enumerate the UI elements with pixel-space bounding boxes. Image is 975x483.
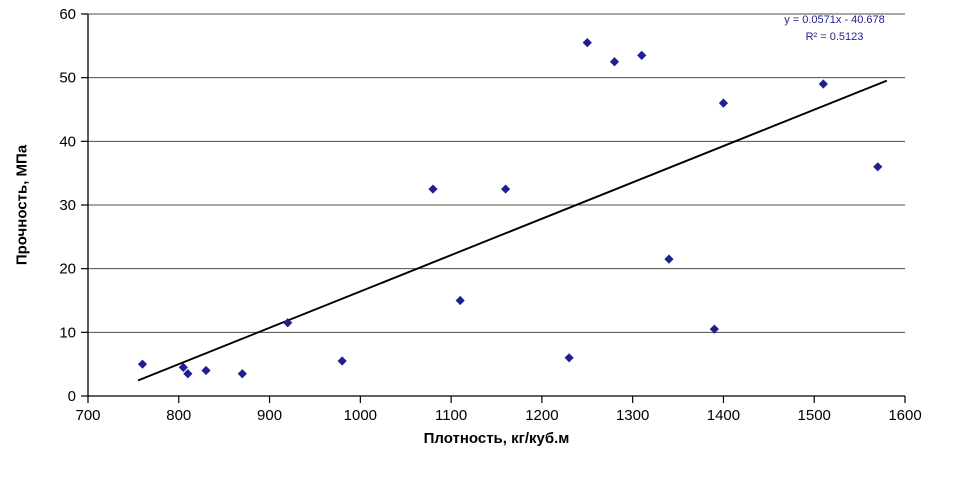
data-point-marker	[873, 162, 883, 172]
data-point-marker	[718, 98, 729, 108]
trendline-equation: y = 0.0571x - 40.678 R² = 0.5123	[742, 12, 927, 46]
y-axis-label-text: Прочность, МПа	[13, 144, 31, 266]
y-tick-label: 30	[59, 197, 76, 214]
data-point-marker	[455, 295, 465, 306]
x-tick-label: 1200	[525, 407, 558, 424]
y-tick-label: 0	[68, 388, 76, 405]
data-point-marker	[201, 365, 211, 376]
x-tick-label: 900	[257, 407, 282, 424]
data-point-marker	[709, 324, 719, 334]
data-point-marker	[237, 369, 247, 379]
data-point-marker	[582, 38, 592, 48]
y-tick-label: 20	[59, 261, 76, 278]
x-tick-label: 1100	[435, 407, 467, 424]
x-tick-label: 1000	[344, 407, 377, 424]
trendline	[137, 79, 888, 382]
r-squared-label: R² = 0.5123	[805, 31, 864, 44]
data-point-marker	[337, 356, 347, 366]
data-point-marker	[564, 353, 574, 363]
data-point-marker	[609, 57, 620, 67]
data-point-marker	[428, 184, 438, 194]
x-tick-label: 1400	[707, 407, 740, 424]
y-tick-label: 10	[59, 324, 76, 341]
data-point-marker	[183, 369, 193, 379]
x-tick-label: 1500	[798, 407, 831, 424]
data-point-marker	[283, 318, 293, 328]
data-point-marker	[178, 362, 188, 372]
y-tick-label: 50	[59, 70, 76, 87]
trendline-equation-line: y = 0.0571x - 40.678	[784, 14, 885, 26]
y-tick-label: 60	[59, 6, 76, 23]
x-tick-label: 1300	[616, 407, 649, 424]
x-tick-label: 700	[75, 407, 100, 424]
data-point-marker	[137, 359, 148, 369]
data-point-marker	[637, 50, 647, 60]
data-point-marker	[500, 184, 511, 194]
x-tick-label: 800	[166, 407, 191, 424]
x-axis-label: Плотность, кг/куб.м	[423, 430, 570, 447]
data-point-marker	[818, 79, 828, 89]
y-tick-label: 40	[59, 133, 76, 150]
x-tick-label: 1600	[888, 407, 921, 424]
data-point-marker	[664, 254, 674, 264]
